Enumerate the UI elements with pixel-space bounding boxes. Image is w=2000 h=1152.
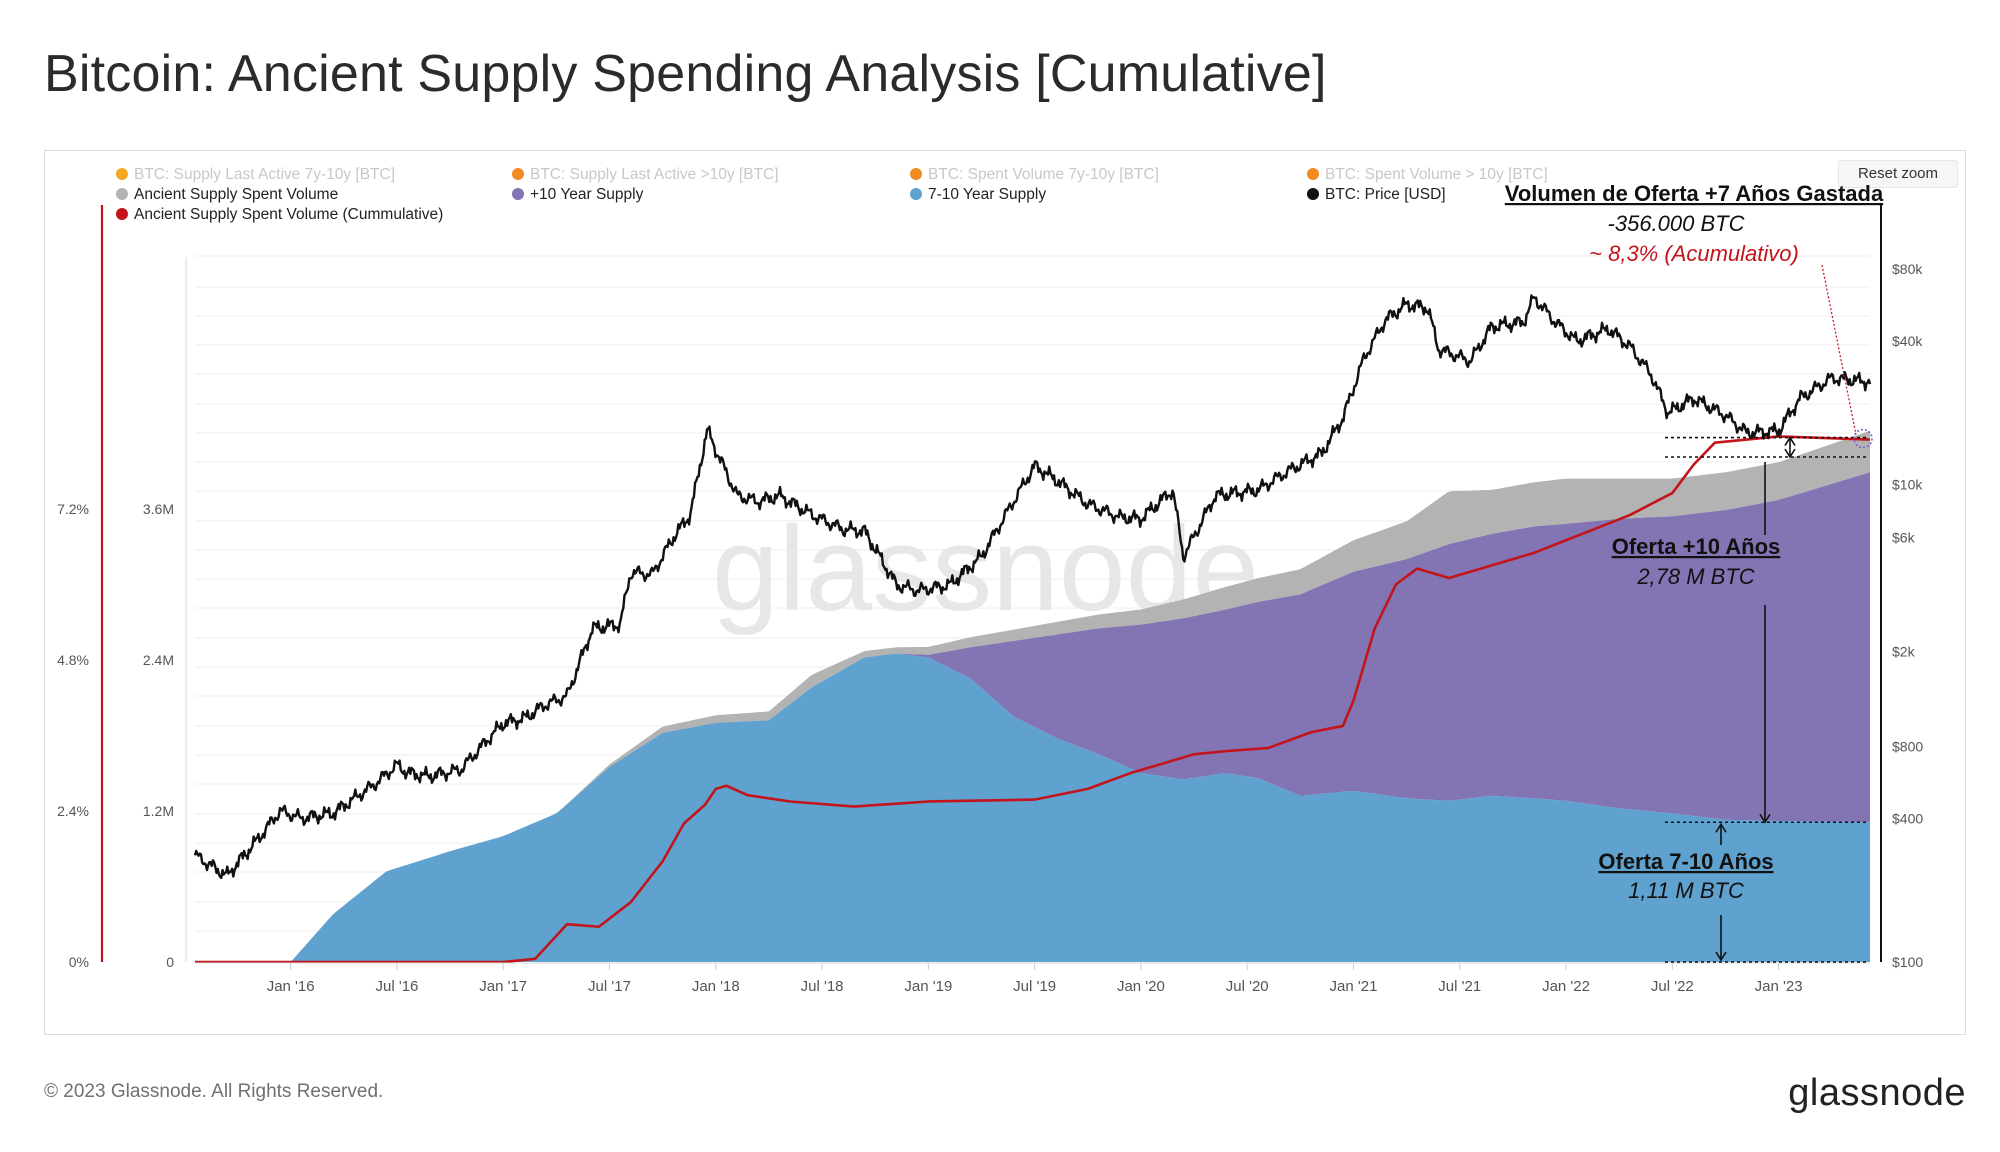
- legend-marker: [512, 168, 524, 180]
- price-tick-label: $10k: [1892, 477, 1923, 493]
- arrow-spent-head-down: [1784, 448, 1796, 459]
- x-tick-label: Jan '19: [904, 978, 952, 995]
- area-ten-year-supply: [195, 472, 1870, 962]
- supply-tick-label: 2.4M: [143, 652, 174, 668]
- legend-marker: [116, 188, 128, 200]
- x-tick-label: Jan '20: [1117, 978, 1165, 995]
- x-tick-label: Jul '22: [1651, 978, 1694, 995]
- annotation-seven-value: 1,11 M BTC: [1628, 878, 1744, 903]
- x-tick-label: Jul '19: [1013, 978, 1056, 995]
- legend-label: BTC: Supply Last Active 7y-10y [BTC]: [134, 166, 395, 183]
- x-tick-label: Jul '17: [588, 978, 631, 995]
- legend-label: 7-10 Year Supply: [928, 186, 1046, 203]
- supply-tick-label: 3.6M: [143, 501, 174, 517]
- price-tick-label: $400: [1892, 810, 1923, 826]
- price-tick-label: $40k: [1892, 333, 1923, 349]
- x-tick-label: Jul '18: [801, 978, 844, 995]
- area-series: [195, 430, 1870, 962]
- line-btc-price: [193, 294, 1872, 880]
- percent-tick-label: 2.4%: [57, 803, 89, 819]
- area-seven-ten-year-supply: [195, 653, 1870, 962]
- area-ancient-spent: [195, 430, 1870, 962]
- x-tick-label: Jan '18: [692, 978, 740, 995]
- arrow-ten-head: [1759, 813, 1771, 824]
- legend-label: BTC: Spent Volume > 10y [BTC]: [1325, 166, 1548, 183]
- chart-frame: [44, 150, 1966, 1035]
- annotation-ten-title: Oferta +10 Años: [1612, 534, 1781, 559]
- copyright-footer: © 2023 Glassnode. All Rights Reserved.: [44, 1081, 384, 1102]
- annotation-markers: [1665, 264, 1873, 963]
- annotation-ten-value: 2,78 M BTC: [1636, 564, 1754, 589]
- x-tick-label: Jan '17: [479, 978, 527, 995]
- price-tick-label: $80k: [1892, 261, 1923, 277]
- annotation-spent-pct: ~ 8,3% (Acumulativo): [1589, 241, 1799, 266]
- price-tick-label: $800: [1892, 738, 1923, 754]
- brand-logo: glassnode: [1788, 1072, 1966, 1114]
- x-tick-label: Jul '16: [375, 978, 418, 995]
- price-tick-label: $6k: [1892, 530, 1916, 546]
- legend-label: BTC: Spent Volume 7y-10y [BTC]: [928, 166, 1159, 183]
- arrow-seven-head-down: [1715, 951, 1727, 962]
- percent-tick-label: 0%: [69, 954, 89, 970]
- line-series: [193, 294, 1872, 964]
- x-tick-label: Jan '23: [1755, 978, 1803, 995]
- supply-tick-label: 1.2M: [143, 803, 174, 819]
- legend-marker: [1307, 188, 1319, 200]
- annotation-spent-value: -356.000 BTC: [1608, 211, 1745, 236]
- x-tick-label: Jan '22: [1542, 978, 1590, 995]
- price-tick-label: $2k: [1892, 644, 1916, 660]
- page-title: Bitcoin: Ancient Supply Spending Analysi…: [44, 45, 1327, 103]
- legend-marker: [116, 168, 128, 180]
- x-tick-label: Jul '21: [1438, 978, 1481, 995]
- legend-marker: [1307, 168, 1319, 180]
- line-cumulative-spent: [195, 435, 1871, 964]
- pointer-line: [1821, 264, 1857, 435]
- x-tick-label: Jan '16: [267, 978, 315, 995]
- percent-tick-label: 4.8%: [57, 652, 89, 668]
- legend-marker: [512, 188, 524, 200]
- legend-label: BTC: Price [USD]: [1325, 186, 1446, 203]
- price-tick-label: $100: [1892, 954, 1923, 970]
- reset-zoom-button[interactable]: Reset zoom: [1838, 160, 1958, 188]
- legend-marker: [116, 208, 128, 220]
- legend-label: +10 Year Supply: [530, 186, 644, 203]
- percent-tick-label: 7.2%: [57, 501, 89, 517]
- axes: 0% 2.4% 4.8% 7.2% 0 1.2M 2.4M 3.6M $100 $400 $800 $…: [57, 205, 1923, 995]
- annotation-seven-title: Oferta 7-10 Años: [1598, 849, 1773, 874]
- legend-label: BTC: Supply Last Active >10y [BTC]: [530, 166, 779, 183]
- supply-tick-label: 0: [166, 954, 174, 970]
- arrow-seven-head-up: [1715, 822, 1727, 833]
- arrow-spent-head-up: [1784, 436, 1796, 446]
- x-tick-label: Jul '20: [1226, 978, 1269, 995]
- annotation-spent-title: Volumen de Oferta +7 Años Gastada: [1505, 181, 1884, 206]
- annotations: Volumen de Oferta +7 Años Gastada -356.0…: [1505, 181, 1884, 903]
- legend-marker: [910, 188, 922, 200]
- legend[interactable]: BTC: Supply Last Active 7y-10y [BTC] BTC:…: [116, 166, 1548, 223]
- x-tick-label: Jan '21: [1330, 978, 1378, 995]
- legend-marker: [910, 168, 922, 180]
- legend-label: Ancient Supply Spent Volume (Cummulative…: [134, 206, 443, 223]
- highlight-circle: [1853, 428, 1873, 449]
- legend-label: Ancient Supply Spent Volume: [134, 186, 338, 203]
